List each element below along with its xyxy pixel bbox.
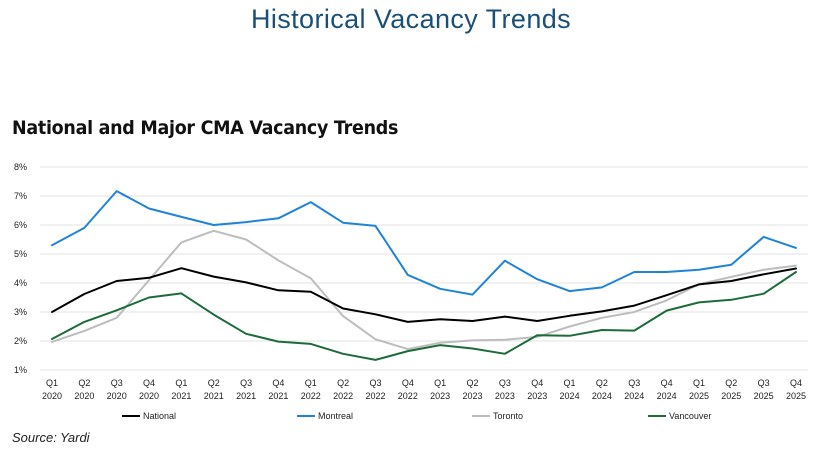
y-tick-label: 3% xyxy=(14,307,27,317)
y-tick-label: 4% xyxy=(14,278,27,288)
x-tick-quarter: Q3 xyxy=(499,378,511,388)
x-tick-quarter: Q2 xyxy=(725,378,737,388)
x-tick-quarter: Q3 xyxy=(240,378,252,388)
x-tick-year: 2025 xyxy=(754,391,774,401)
x-tick-quarter: Q3 xyxy=(758,378,770,388)
x-tick-year: 2023 xyxy=(495,391,515,401)
series-line-toronto xyxy=(51,229,797,351)
chart-title: National and Major CMA Vacancy Trends xyxy=(12,117,399,139)
series-line-national xyxy=(51,267,797,323)
x-tick-year: 2022 xyxy=(301,391,321,401)
x-tick-year: 2020 xyxy=(74,391,94,401)
x-tick-year: 2024 xyxy=(624,391,644,401)
x-tick-quarter: Q1 xyxy=(564,378,576,388)
x-tick-quarter: Q2 xyxy=(596,378,608,388)
x-tick-year: 2023 xyxy=(430,391,450,401)
series-lines xyxy=(51,190,797,361)
x-tick-year: 2021 xyxy=(236,391,256,401)
y-axis-ticks: 1% 2% 3% 4% 5% 6% 7% 8% xyxy=(14,162,27,375)
x-tick-quarter: Q2 xyxy=(467,378,479,388)
legend-label-vancouver: Vancouver xyxy=(669,411,711,421)
x-tick-year: 2020 xyxy=(107,391,127,401)
series-line-montreal xyxy=(51,190,797,296)
legend-label-national: National xyxy=(143,411,176,421)
source-note: Source: Yardi xyxy=(12,430,90,445)
x-tick-year: 2021 xyxy=(171,391,191,401)
x-tick-year: 2022 xyxy=(333,391,353,401)
x-tick-quarter: Q4 xyxy=(402,378,414,388)
x-tick-quarter: Q1 xyxy=(434,378,446,388)
x-tick-quarter: Q4 xyxy=(143,378,155,388)
x-tick-quarter: Q4 xyxy=(272,378,284,388)
x-tick-quarter: Q3 xyxy=(111,378,123,388)
page-title: Historical Vacancy Trends xyxy=(250,4,572,34)
x-tick-quarter: Q1 xyxy=(305,378,317,388)
x-tick-quarter: Q4 xyxy=(531,378,543,388)
x-tick-quarter: Q4 xyxy=(790,378,802,388)
x-tick-year: 2023 xyxy=(463,391,483,401)
legend-label-montreal: Montreal xyxy=(318,411,353,421)
y-tick-label: 2% xyxy=(14,336,27,346)
y-tick-label: 5% xyxy=(14,249,27,259)
x-tick-year: 2022 xyxy=(365,391,385,401)
x-tick-year: 2020 xyxy=(139,391,159,401)
x-tick-year: 2023 xyxy=(527,391,547,401)
x-tick-quarter: Q3 xyxy=(369,378,381,388)
x-tick-quarter: Q1 xyxy=(175,378,187,388)
x-tick-year: 2025 xyxy=(689,391,709,401)
series-line-vancouver xyxy=(51,271,797,361)
x-tick-year: 2024 xyxy=(592,391,612,401)
x-tick-quarter: Q2 xyxy=(78,378,90,388)
grid-lines xyxy=(40,166,808,371)
legend-label-toronto: Toronto xyxy=(493,411,523,421)
y-tick-label: 6% xyxy=(14,220,27,230)
x-tick-year: 2025 xyxy=(786,391,806,401)
x-tick-year: 2025 xyxy=(721,391,741,401)
x-tick-quarter: Q1 xyxy=(46,378,58,388)
y-tick-label: 8% xyxy=(14,162,27,172)
x-tick-year: 2022 xyxy=(398,391,418,401)
y-tick-label: 7% xyxy=(14,191,27,201)
x-axis-ticks: Q1 2020 Q2 2020 Q3 2020 Q4 2020 Q1 2021 Q2 2021 Q3 20… xyxy=(42,378,806,401)
x-tick-year: 2020 xyxy=(42,391,62,401)
x-tick-quarter: Q4 xyxy=(661,378,673,388)
legend: National Montreal Toronto Vancouver xyxy=(122,411,711,421)
x-tick-quarter: Q3 xyxy=(628,378,640,388)
x-tick-year: 2021 xyxy=(204,391,224,401)
x-tick-quarter: Q1 xyxy=(693,378,705,388)
x-tick-quarter: Q2 xyxy=(208,378,220,388)
y-tick-label: 1% xyxy=(14,365,27,375)
x-tick-year: 2024 xyxy=(657,391,677,401)
x-tick-year: 2021 xyxy=(268,391,288,401)
x-tick-year: 2024 xyxy=(560,391,580,401)
x-tick-quarter: Q2 xyxy=(337,378,349,388)
